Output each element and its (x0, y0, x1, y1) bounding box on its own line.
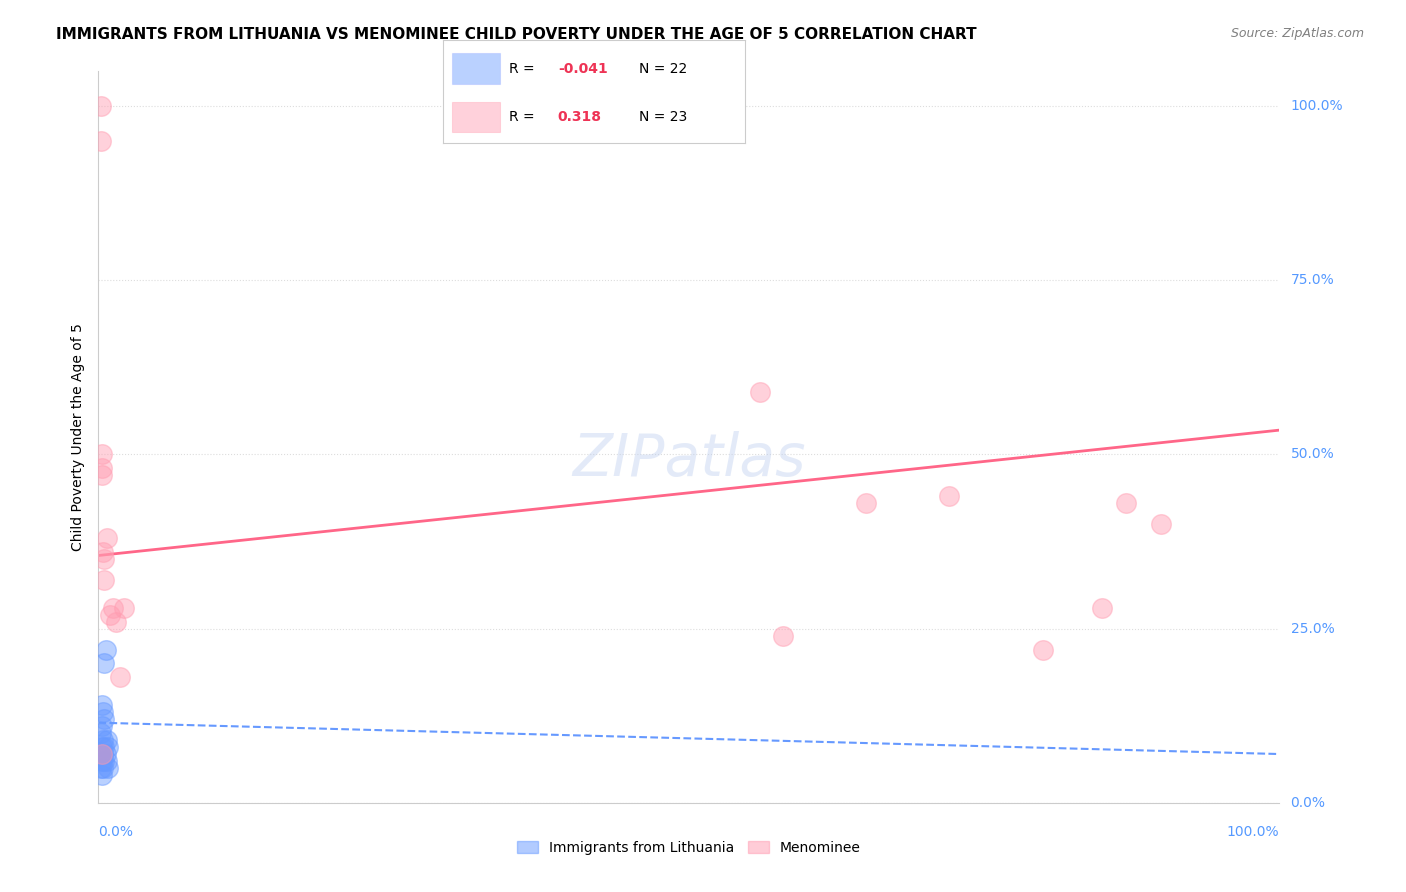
Point (91, 761, 114, 775)
Point (101, 600, 124, 615)
Point (748, 384, 770, 399)
Point (96, 733, 118, 747)
Point (97, 740, 120, 755)
Text: R =: R = (509, 62, 540, 76)
Point (93, 573, 115, 587)
Point (91, 747, 114, 761)
Text: 75.0%: 75.0% (1291, 273, 1334, 287)
FancyBboxPatch shape (451, 54, 501, 84)
Text: N = 22: N = 22 (640, 62, 688, 76)
Text: IMMIGRANTS FROM LITHUANIA VS MENOMINEE CHILD POVERTY UNDER THE AGE OF 5 CORRELAT: IMMIGRANTS FROM LITHUANIA VS MENOMINEE C… (56, 27, 977, 42)
Point (90, 761, 112, 775)
Point (96, 531, 118, 545)
Point (1032, 642, 1054, 657)
Text: 0.0%: 0.0% (98, 825, 134, 838)
Point (93, 740, 115, 755)
Point (105, 615, 128, 629)
Point (938, 489, 960, 503)
Text: 50.0%: 50.0% (1291, 448, 1334, 461)
Point (91, 754, 114, 768)
Point (97, 761, 120, 775)
Point (112, 600, 135, 615)
Point (90, 726, 112, 740)
Text: N = 23: N = 23 (640, 110, 688, 124)
FancyBboxPatch shape (451, 102, 501, 132)
Point (91, 733, 114, 747)
Text: R =: R = (509, 110, 544, 124)
Y-axis label: Child Poverty Under the Age of 5: Child Poverty Under the Age of 5 (70, 323, 84, 551)
Point (91, 768, 114, 782)
Point (91, 719, 114, 733)
Legend: Immigrants from Lithuania, Menominee: Immigrants from Lithuania, Menominee (510, 834, 868, 862)
Point (98, 607, 121, 622)
Point (96, 754, 118, 768)
Point (93, 712, 115, 726)
Text: 100.0%: 100.0% (1227, 825, 1279, 838)
Point (91, 461, 114, 475)
Point (1150, 517, 1173, 532)
Point (90, 99, 112, 113)
Text: Source: ZipAtlas.com: Source: ZipAtlas.com (1230, 27, 1364, 40)
Point (93, 657, 115, 671)
Text: 0.0%: 0.0% (1291, 796, 1326, 810)
Text: -0.041: -0.041 (558, 62, 607, 76)
Point (90, 134, 112, 148)
Point (93, 754, 115, 768)
Point (772, 629, 794, 643)
Point (108, 670, 131, 684)
Point (91, 747, 114, 761)
Text: ZIPatlas: ZIPatlas (572, 431, 806, 488)
Point (91, 705, 114, 719)
Text: 0.318: 0.318 (558, 110, 602, 124)
Point (91, 468, 114, 483)
Point (91, 545, 114, 559)
Point (1115, 496, 1137, 510)
Point (94, 747, 117, 761)
Point (91, 448, 114, 462)
Point (90, 747, 112, 761)
Point (1091, 600, 1114, 615)
Point (94, 642, 117, 657)
Text: 100.0%: 100.0% (1291, 99, 1343, 113)
Point (91, 698, 114, 713)
Text: 25.0%: 25.0% (1291, 622, 1334, 636)
Point (855, 496, 877, 510)
Point (91, 740, 114, 755)
Point (93, 552, 115, 566)
